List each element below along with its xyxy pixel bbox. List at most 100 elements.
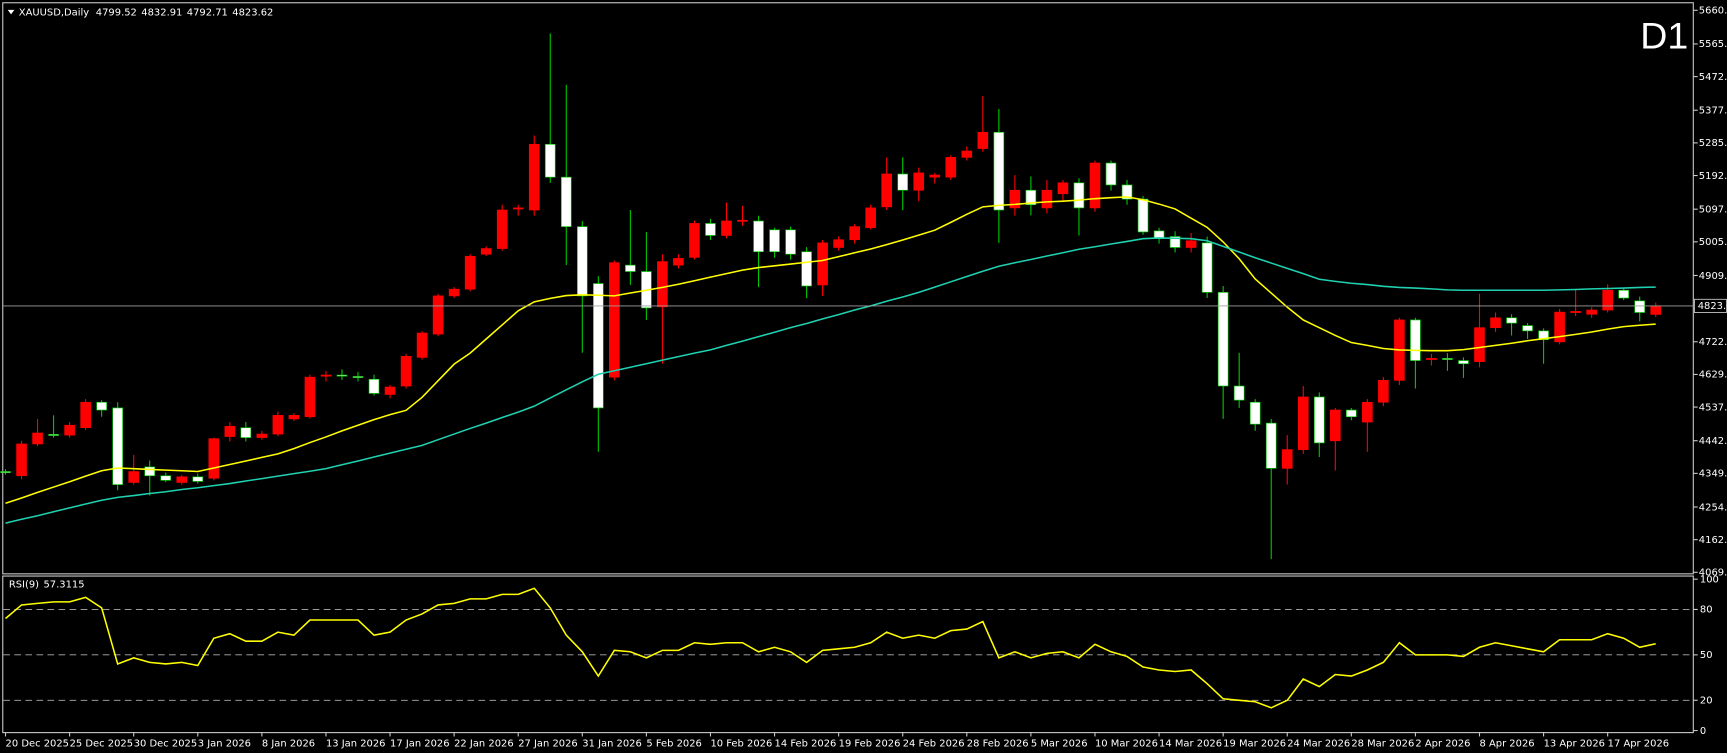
x-tick-label: 25 Dec 2025 [70, 738, 133, 749]
candle-body [929, 174, 941, 178]
candle-body [32, 432, 43, 445]
y-tick-label: 4909.80 [1699, 271, 1727, 282]
candle-body [1410, 319, 1421, 361]
candle-body [785, 229, 796, 255]
y-tick-label: 4629.80 [1699, 370, 1727, 381]
candle-body [0, 471, 11, 473]
candle-body [1458, 360, 1469, 365]
candle-body [1057, 182, 1069, 195]
candle-body [1650, 305, 1662, 315]
chart-header: XAUUSD,Daily 4799.52 4832.91 4792.71 4823.62 [19, 7, 274, 18]
x-tick-label: 14 Feb 2026 [775, 738, 837, 749]
x-tick-label: 8 Apr 2026 [1479, 738, 1534, 749]
candle-body [1105, 162, 1117, 186]
x-tick-label: 13 Jan 2026 [326, 738, 386, 749]
x-tick-label: 3 Jan 2026 [198, 738, 251, 749]
candle-body [432, 295, 444, 335]
candle-body [368, 378, 380, 394]
candle-body [544, 143, 556, 178]
symbol-title: XAUUSD,Daily [19, 7, 90, 18]
candle-body [737, 219, 748, 222]
candle-body [1554, 311, 1565, 343]
candle-body [1602, 289, 1613, 311]
y-tick-label: 5660.20 [1699, 6, 1727, 17]
y-tick-label: 4537.40 [1699, 402, 1727, 413]
candle-body [1538, 330, 1549, 341]
candle-body [1073, 182, 1085, 209]
y-tick-label: 5472.60 [1699, 72, 1727, 83]
x-tick-label: 13 Apr 2026 [1544, 738, 1605, 749]
x-tick-label: 14 Mar 2026 [1159, 738, 1222, 749]
candle-body [1249, 401, 1261, 425]
timeframe-label: D1 [1640, 15, 1688, 57]
candle-body [945, 157, 957, 178]
candle-body [1442, 358, 1453, 360]
candle-body [865, 207, 876, 229]
candle-body [833, 239, 844, 248]
candle-body [144, 466, 156, 477]
candle-body [464, 255, 476, 290]
candle-body [1297, 396, 1309, 450]
y-tick-label: 5192.60 [1699, 171, 1727, 182]
open-value: 4799.52 [96, 7, 137, 18]
high-value: 4832.91 [141, 7, 182, 18]
candle-body [817, 242, 828, 286]
candle-body [1233, 385, 1245, 401]
candle-body [1618, 289, 1629, 299]
rsi-line [5, 587, 1656, 709]
candle-body [1265, 422, 1277, 469]
x-tick-label: 5 Feb 2026 [646, 738, 701, 749]
x-tick-label: 30 Dec 2025 [134, 738, 197, 749]
x-tick-label: 10 Feb 2026 [710, 738, 772, 749]
candle-body [625, 264, 636, 272]
candle-body [304, 376, 316, 418]
candle-body [416, 332, 428, 358]
candle-body [160, 475, 172, 481]
close-value: 4823.62 [232, 7, 273, 18]
x-tick-label: 17 Apr 2026 [1608, 738, 1669, 749]
candle-body [1185, 240, 1197, 248]
candle-body [913, 172, 925, 191]
y-tick-label: 80 [1700, 605, 1713, 616]
candle-body [112, 407, 123, 485]
main-panel-frame [2, 2, 1694, 575]
candle-body [657, 261, 668, 308]
candle-body [993, 131, 1005, 211]
y-tick-label: 4442.20 [1699, 436, 1727, 447]
candle-body [1474, 327, 1485, 362]
candle-body [1329, 409, 1341, 442]
x-tick-label: 20 Dec 2025 [6, 738, 69, 749]
candle-body [64, 424, 75, 436]
candle-body [512, 207, 524, 210]
candle-body [336, 374, 348, 377]
candle-body [1009, 189, 1021, 209]
candle-body [593, 283, 604, 409]
candle-body [560, 176, 572, 227]
candle-body [1586, 309, 1597, 315]
moving-average [5, 196, 1656, 505]
x-tick-label: 19 Mar 2026 [1223, 738, 1286, 749]
y-tick-label: 4722.20 [1699, 337, 1727, 348]
candle-body [1346, 409, 1357, 418]
candle-body [881, 173, 893, 208]
candle-body [240, 427, 252, 438]
candle-body [1426, 358, 1437, 360]
candle-body [1025, 189, 1037, 206]
candle-body [192, 476, 204, 482]
candle-body [977, 131, 989, 149]
candle-body [1089, 162, 1101, 209]
candle-body [96, 401, 107, 411]
y-tick-label: 0 [1700, 726, 1706, 737]
candle-body [272, 415, 284, 435]
y-tick-label: 5377.40 [1699, 106, 1727, 117]
y-tick-label: 5005.00 [1699, 237, 1727, 248]
rsi-last-value: 57.3115 [43, 580, 84, 591]
candle-body [1217, 292, 1229, 387]
candle-body [496, 209, 508, 249]
y-tick-label: 5097.40 [1699, 204, 1727, 215]
candle-body [256, 433, 268, 438]
candle-body [897, 173, 909, 191]
current-price-label: 4823.62 [1698, 301, 1727, 312]
